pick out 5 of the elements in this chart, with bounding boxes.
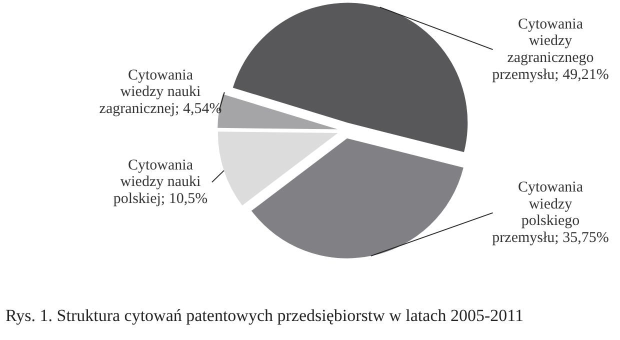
slice-label: Cytowania wiedzy nauki zagranicznej; 4,54% — [99, 67, 222, 118]
slice-label: Cytowania wiedzy polskiego przemysłu; 35,75% — [492, 180, 609, 246]
text: Rys. 1. Struktura cytowań patentowych przedsiębiorstw w latach 2005-2011 — [6, 306, 524, 325]
slice-label: Cytowania wiedzy zagranicznego przemysłu; 49,21% — [492, 16, 609, 83]
slice-label: Cytowania wiedzy nauki polskiej; 10,5% — [113, 157, 208, 208]
